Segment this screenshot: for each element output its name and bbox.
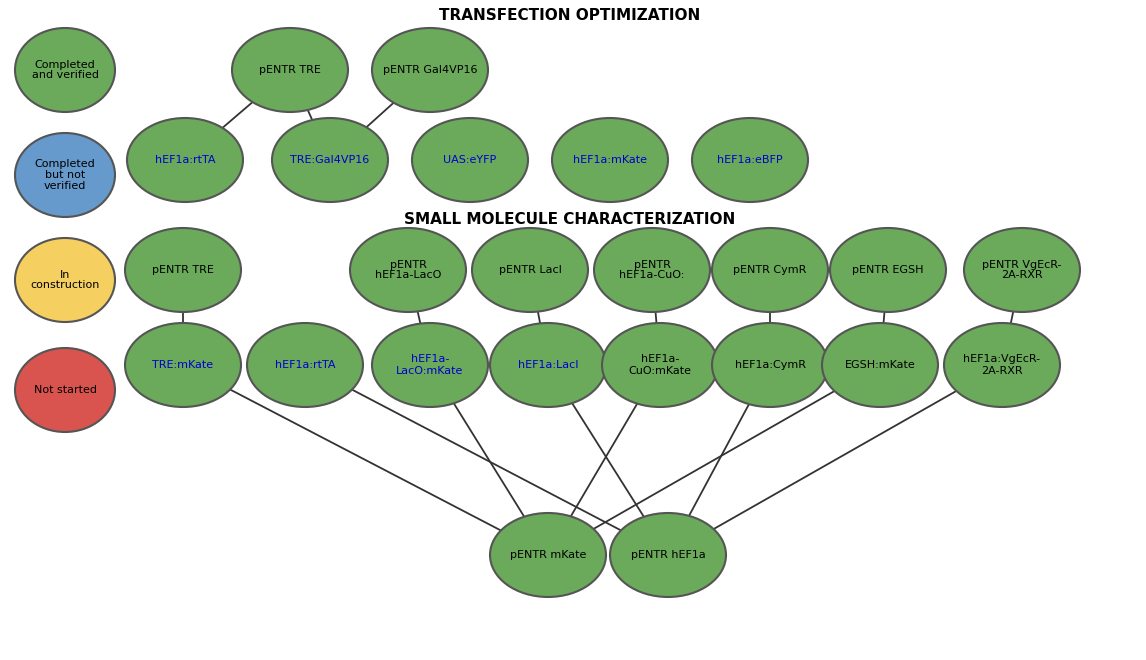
Text: but not: but not (45, 170, 85, 180)
Text: pENTR: pENTR (634, 259, 670, 269)
Text: pENTR TRE: pENTR TRE (259, 65, 321, 75)
Text: Not started: Not started (33, 385, 96, 395)
Text: pENTR LacI: pENTR LacI (499, 265, 562, 275)
Text: hEF1a:LacI: hEF1a:LacI (518, 360, 579, 370)
Ellipse shape (490, 513, 606, 597)
Ellipse shape (602, 323, 719, 407)
Text: pENTR VgEcR-: pENTR VgEcR- (982, 259, 1061, 269)
Text: hEF1a-: hEF1a- (410, 354, 449, 364)
Text: LacO:mKate: LacO:mKate (397, 366, 464, 376)
Text: hEF1a-CuO:: hEF1a-CuO: (619, 271, 684, 280)
Ellipse shape (830, 228, 945, 312)
Text: hEF1a:eBFP: hEF1a:eBFP (717, 155, 783, 165)
Ellipse shape (248, 323, 363, 407)
Text: UAS:eYFP: UAS:eYFP (444, 155, 496, 165)
Text: pENTR mKate: pENTR mKate (510, 550, 587, 560)
Text: pENTR EGSH: pENTR EGSH (853, 265, 924, 275)
Ellipse shape (413, 118, 528, 202)
Text: hEF1a-LacO: hEF1a-LacO (375, 271, 441, 280)
Text: pENTR: pENTR (390, 259, 426, 269)
Text: 2A-RXR: 2A-RXR (1002, 271, 1043, 280)
Text: hEF1a:mKate: hEF1a:mKate (573, 155, 647, 165)
Text: pENTR hEF1a: pENTR hEF1a (630, 550, 706, 560)
Ellipse shape (594, 228, 711, 312)
Ellipse shape (15, 28, 115, 112)
Text: pENTR Gal4VP16: pENTR Gal4VP16 (383, 65, 477, 75)
Text: hEF1a:rtTA: hEF1a:rtTA (155, 155, 215, 165)
Text: SMALL MOLECULE CHARACTERIZATION: SMALL MOLECULE CHARACTERIZATION (405, 213, 736, 228)
Text: and verified: and verified (31, 71, 99, 81)
Text: hEF1a:rtTA: hEF1a:rtTA (275, 360, 336, 370)
Ellipse shape (712, 323, 829, 407)
Text: verified: verified (44, 181, 86, 191)
Text: 2A-RXR: 2A-RXR (981, 366, 1023, 376)
Text: construction: construction (30, 280, 100, 290)
Ellipse shape (372, 28, 488, 112)
Text: TRE:mKate: TRE:mKate (152, 360, 213, 370)
Ellipse shape (964, 228, 1080, 312)
Text: hEF1a:CymR: hEF1a:CymR (735, 360, 806, 370)
Text: CuO:mKate: CuO:mKate (628, 366, 691, 376)
Ellipse shape (490, 323, 606, 407)
Text: TRE:Gal4VP16: TRE:Gal4VP16 (290, 155, 370, 165)
Ellipse shape (350, 228, 466, 312)
Ellipse shape (372, 323, 488, 407)
Text: Completed: Completed (34, 59, 95, 69)
Ellipse shape (125, 323, 241, 407)
Ellipse shape (472, 228, 588, 312)
Text: hEF1a:VgEcR-: hEF1a:VgEcR- (964, 354, 1041, 364)
Text: Completed: Completed (34, 159, 95, 169)
Text: hEF1a-: hEF1a- (641, 354, 680, 364)
Ellipse shape (15, 133, 115, 217)
Ellipse shape (15, 238, 115, 322)
Ellipse shape (822, 323, 937, 407)
Ellipse shape (692, 118, 808, 202)
Ellipse shape (712, 228, 829, 312)
Text: In: In (60, 269, 70, 279)
Ellipse shape (610, 513, 727, 597)
Ellipse shape (127, 118, 243, 202)
Ellipse shape (272, 118, 388, 202)
Text: pENTR TRE: pENTR TRE (152, 265, 214, 275)
Ellipse shape (231, 28, 348, 112)
Ellipse shape (125, 228, 241, 312)
Text: TRANSFECTION OPTIMIZATION: TRANSFECTION OPTIMIZATION (439, 9, 700, 24)
Ellipse shape (944, 323, 1060, 407)
Ellipse shape (552, 118, 668, 202)
Text: EGSH:mKate: EGSH:mKate (845, 360, 916, 370)
Text: pENTR CymR: pENTR CymR (733, 265, 807, 275)
Ellipse shape (15, 348, 115, 432)
